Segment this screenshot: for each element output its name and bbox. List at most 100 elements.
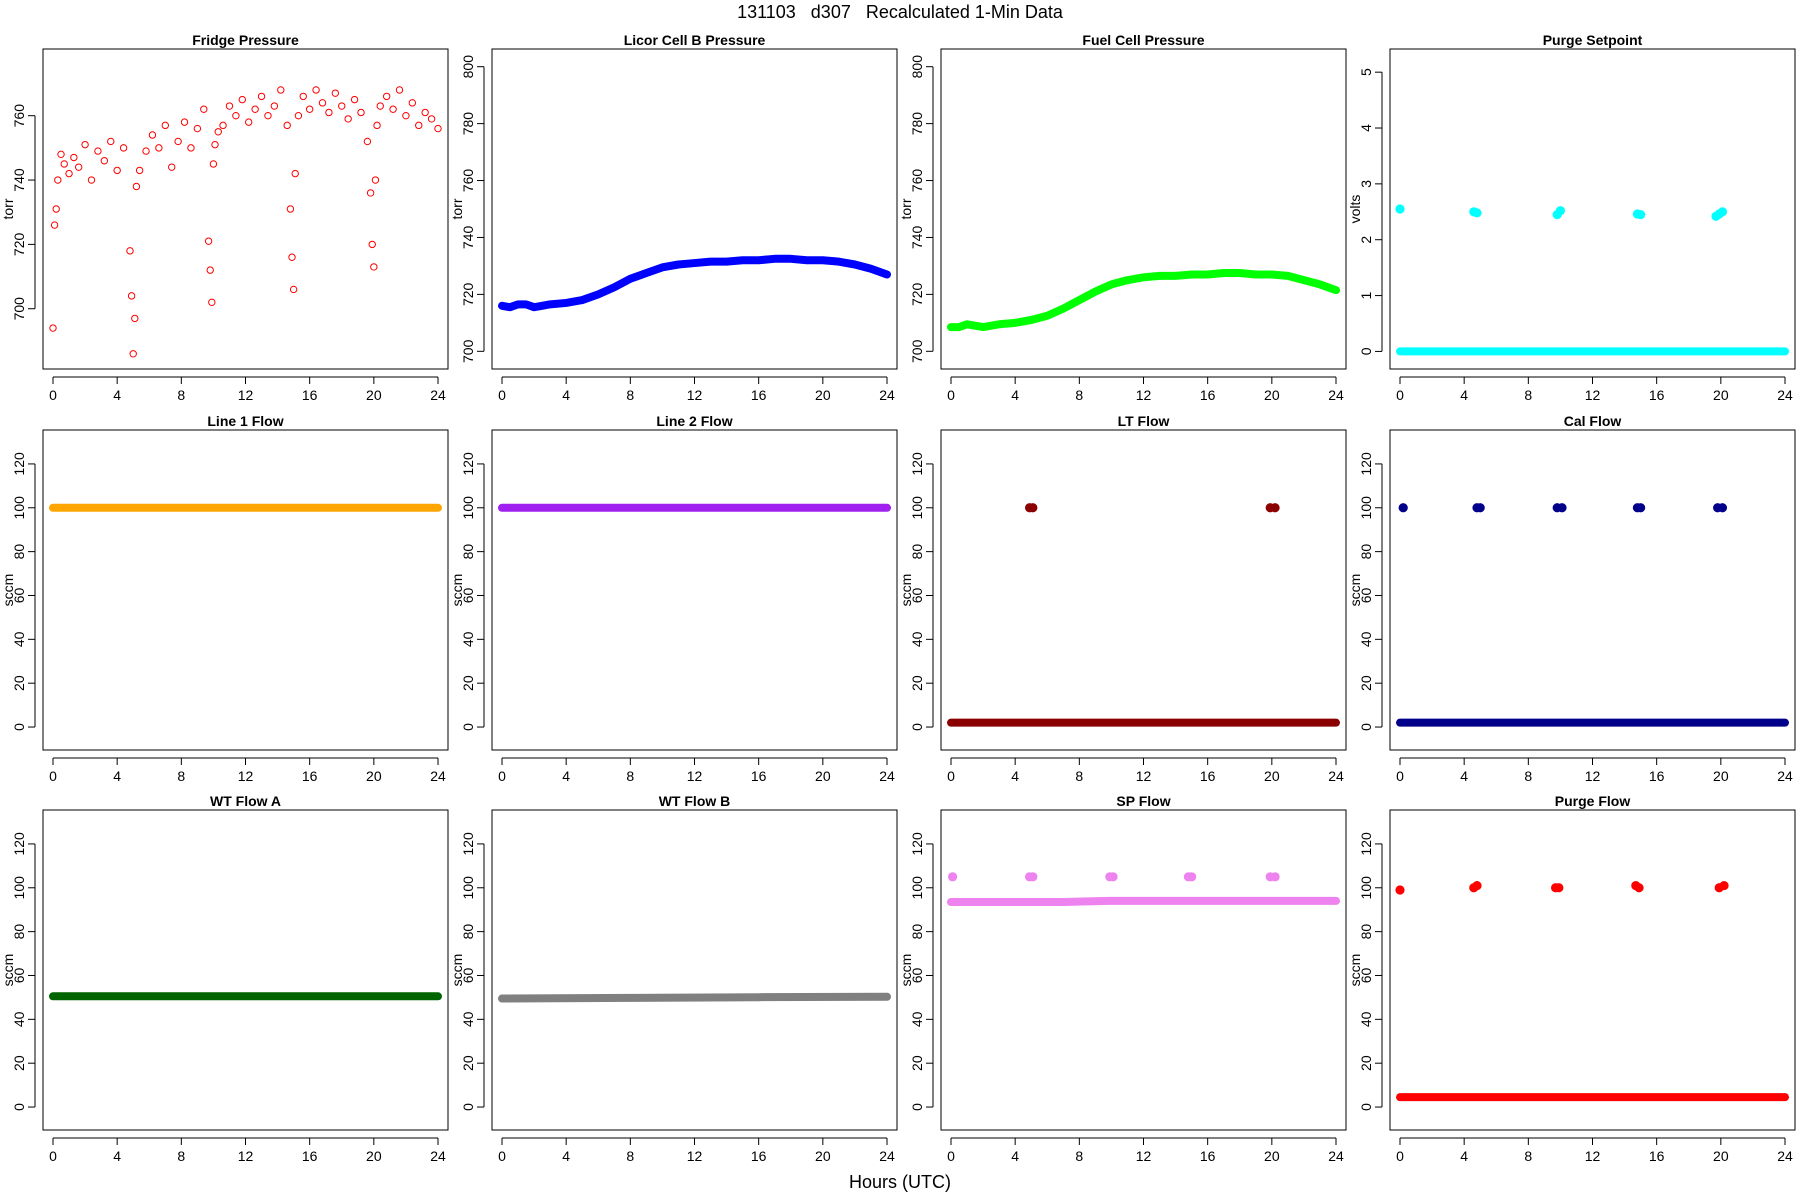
y-axis-title: sccm [449,574,465,607]
x-tick-label: 16 [302,1148,318,1164]
data-point [289,285,298,294]
y-tick-label: 0 [1358,1103,1374,1111]
x-tick-label: 8 [177,1148,185,1164]
x-tick-label: 4 [562,768,570,784]
x-tick-label: 8 [626,1148,634,1164]
y-tick-label: 60 [1358,587,1374,603]
data-point [312,86,320,94]
y-axis-title: torr [449,198,465,219]
data-point [1634,883,1644,893]
x-tick-label: 20 [1264,768,1280,784]
y-tick-label: 0 [909,723,925,731]
x-tick-label: 4 [1011,387,1019,403]
x-tick-label: 8 [626,768,634,784]
series-line [498,992,891,1003]
data-point [142,147,150,155]
x-tick-label: 16 [751,1148,767,1164]
chart-title: Line 2 Flow [656,413,732,429]
data-point [129,350,137,358]
x-tick-label: 24 [1328,768,1344,784]
data-point [344,115,352,123]
data-point [1187,872,1197,882]
plot-frame [940,48,1347,370]
x-tick-label: 0 [49,387,57,403]
chart-title: Purge Setpoint [1543,32,1643,48]
data-point [1270,503,1280,513]
data-point [187,144,195,152]
y-tick-label: 40 [460,1011,476,1027]
data-point [1395,885,1405,895]
y-tick-label: 740 [909,226,925,250]
x-tick-label: 24 [430,768,446,784]
x-tick-label: 8 [1524,1148,1532,1164]
series-line [947,896,1340,907]
data-point [331,89,340,97]
y-tick-label: 100 [909,496,925,520]
x-tick-label: 12 [1136,387,1152,403]
x-tick-label: 20 [366,387,382,403]
data-point [408,99,417,107]
data-point [204,237,213,245]
y-axis-title: sccm [0,954,16,987]
data-point [225,102,234,110]
x-tick-label: 16 [302,387,318,403]
chart-title: LT Flow [1118,413,1170,429]
data-point [65,169,73,178]
x-tick-label: 24 [1777,1148,1793,1164]
x-tick-label: 12 [1585,768,1601,784]
data-point [294,111,303,120]
x-tick-label: 12 [687,768,703,784]
figure-title: 131103 d307 Recalculated 1-Min Data [737,2,1063,22]
x-tick-label: 0 [1396,1148,1404,1164]
y-tick-label: 80 [11,924,27,940]
x-tick-label: 4 [1460,387,1468,403]
x-tick-label: 16 [751,387,767,403]
x-tick-label: 0 [1396,387,1404,403]
y-tick-label: 3 [1358,180,1374,188]
data-point [415,121,423,130]
data-point [148,131,157,139]
x-tick-label: 20 [366,1148,382,1164]
data-point [382,92,391,101]
y-tick-label: 760 [11,104,27,128]
x-tick-label: 0 [49,768,57,784]
y-tick-label: 20 [1358,1055,1374,1071]
y-axis-title: torr [898,198,914,219]
x-tick-label: 4 [113,387,121,403]
data-point [1028,503,1038,513]
data-point [357,108,365,117]
data-point [257,92,266,101]
plot-frame [940,429,1347,751]
x-tick-label: 8 [626,387,634,403]
y-tick-label: 100 [11,876,27,900]
y-tick-label: 80 [460,544,476,560]
data-point [131,314,139,323]
y-tick-label: 100 [1358,876,1374,900]
data-point [389,105,397,113]
x-tick-label: 20 [1264,387,1280,403]
data-point [174,137,182,146]
chart-title: Line 1 Flow [207,413,283,429]
chart-panel: Licor Cell B Pressure torr 0 4 8 12 16 20 24 700 7… [449,32,898,403]
y-tick-label: 20 [460,1055,476,1071]
data-point [338,102,346,110]
plot-frame [1389,48,1796,370]
data-point [200,105,208,113]
data-point [350,95,359,104]
y-tick-label: 60 [460,967,476,983]
x-tick-label: 24 [879,1148,895,1164]
chart-title: Purge Flow [1555,793,1631,809]
data-point [52,205,60,213]
y-tick-label: 80 [11,544,27,560]
y-tick-label: 60 [11,587,27,603]
y-axis-title: sccm [898,574,914,607]
y-tick-label: 740 [11,168,27,192]
chart-title: Fridge Pressure [192,32,299,48]
x-axis-label: Hours (UTC) [849,1172,951,1192]
x-tick-label: 12 [238,768,254,784]
x-tick-label: 4 [1460,1148,1468,1164]
data-point [209,160,218,168]
data-point [1108,872,1118,882]
x-tick-label: 16 [1200,1148,1216,1164]
plot-frame [491,429,898,751]
